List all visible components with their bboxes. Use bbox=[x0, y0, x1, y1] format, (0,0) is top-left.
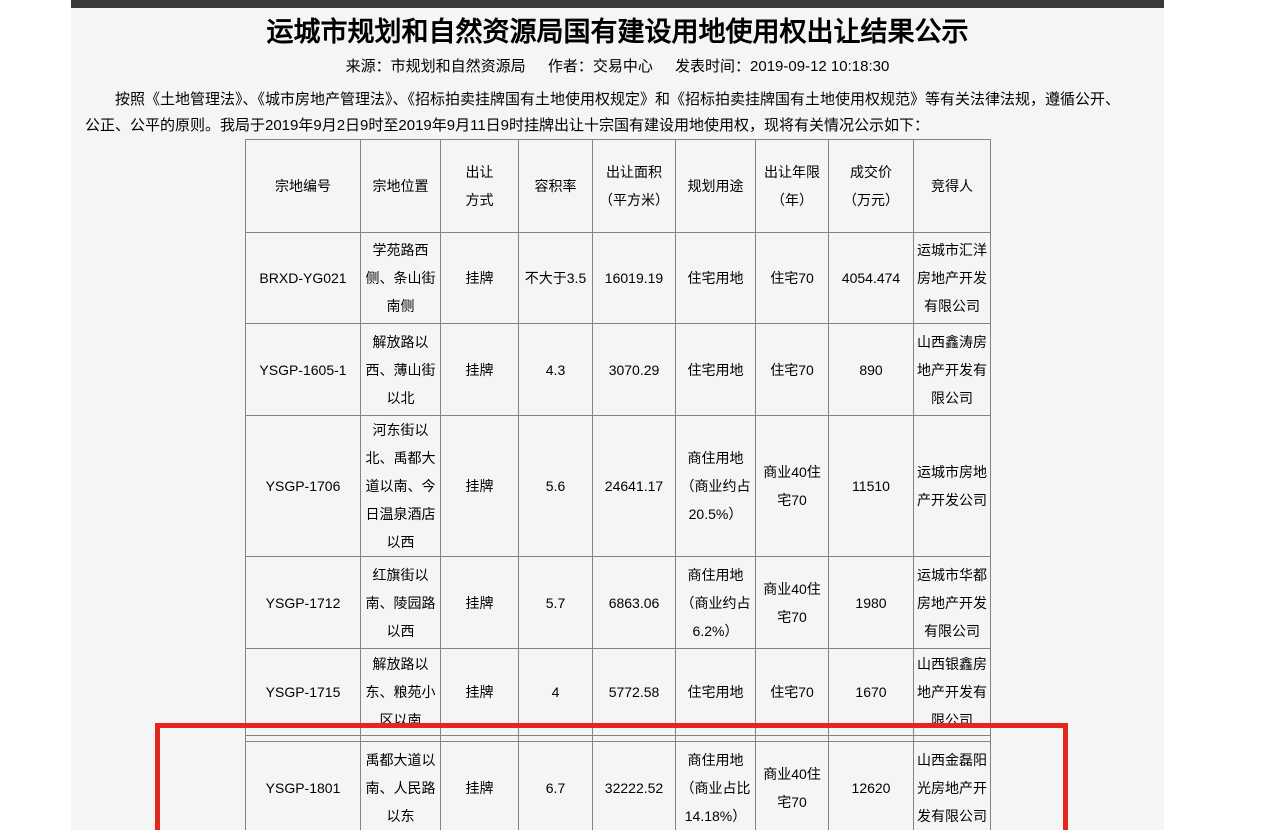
cell-area: 6863.06 bbox=[592, 556, 676, 649]
cell-term: 商业40住宅70 bbox=[755, 415, 829, 557]
cell-winner: 运城市华都房地产开发有限公司 bbox=[913, 556, 991, 649]
cell-parcel-id: YSGP-1715 bbox=[245, 648, 361, 736]
cell-term: 住宅70 bbox=[755, 323, 829, 416]
cell-price: 890 bbox=[828, 323, 914, 416]
cell-winner: 运城市房地产开发公司 bbox=[913, 415, 991, 557]
column-header-planned-use: 规划用途 bbox=[675, 139, 756, 233]
column-header-plot-ratio: 容积率 bbox=[518, 139, 593, 233]
cell-winner: 山西金磊阳光房地产开发有限公司 bbox=[913, 741, 991, 830]
table-row: YSGP-1715 解放路以东、粮苑小区以南 挂牌 4 5772.58 住宅用地… bbox=[245, 648, 991, 736]
cell-price: 11510 bbox=[828, 415, 914, 557]
page-title: 运城市规划和自然资源局国有建设用地使用权出让结果公示 bbox=[266, 17, 969, 47]
cell-parcel-id: YSGP-1712 bbox=[245, 556, 361, 649]
column-header-area: 出让面积 （平方米） bbox=[592, 139, 676, 233]
cell-method: 挂牌 bbox=[440, 232, 519, 324]
cell-method: 挂牌 bbox=[440, 741, 519, 830]
cell-location: 解放路以东、粮苑小区以南 bbox=[360, 648, 441, 736]
cell-method: 挂牌 bbox=[440, 556, 519, 649]
column-header-term: 出让年限 （年） bbox=[755, 139, 829, 233]
cell-term: 商业40住宅70 bbox=[755, 741, 829, 830]
cell-price: 12620 bbox=[828, 741, 914, 830]
cell-planned-use: 住宅用地 bbox=[675, 648, 756, 736]
cell-area: 3070.29 bbox=[592, 323, 676, 416]
cell-price: 1670 bbox=[828, 648, 914, 736]
notice-content-area: 运城市规划和自然资源局国有建设用地使用权出让结果公示 来源：市规划和自然资源局 … bbox=[71, 0, 1164, 830]
column-header-price: 成交价 （万元） bbox=[828, 139, 914, 233]
cell-plot-ratio: 5.6 bbox=[518, 415, 593, 557]
cell-parcel-id: BRXD-YG021 bbox=[245, 232, 361, 324]
cell-price: 1980 bbox=[828, 556, 914, 649]
cell-method: 挂牌 bbox=[440, 323, 519, 416]
meta-author: 作者：交易中心 bbox=[547, 58, 653, 75]
cell-planned-use: 商住用地（商业约占6.2%） bbox=[675, 556, 756, 649]
cell-location: 红旗街以南、陵园路以西 bbox=[360, 556, 441, 649]
cell-winner: 运城市汇洋房地产开发有限公司 bbox=[913, 232, 991, 324]
cell-planned-use: 商住用地（商业约占20.5%） bbox=[675, 415, 756, 557]
cell-location: 河东街以北、禹都大道以南、今日温泉酒店以西 bbox=[360, 415, 441, 557]
cell-method: 挂牌 bbox=[440, 648, 519, 736]
cell-planned-use: 商住用地（商业占比14.18%） bbox=[675, 741, 756, 830]
cell-term: 商业40住宅70 bbox=[755, 556, 829, 649]
table-header-row: 宗地编号 宗地位置 出让 方式 容积率 出让面积 （平方米） 规划用途 出让年限… bbox=[245, 139, 991, 233]
cell-plot-ratio: 4.3 bbox=[518, 323, 593, 416]
table-row: YSGP-1706 河东街以北、禹都大道以南、今日温泉酒店以西 挂牌 5.6 2… bbox=[245, 415, 991, 557]
column-header-winner: 竞得人 bbox=[913, 139, 991, 233]
meta-line: 来源：市规划和自然资源局 作者：交易中心 发表时间：2019-09-12 10:… bbox=[71, 59, 1164, 75]
cell-planned-use: 住宅用地 bbox=[675, 232, 756, 324]
cell-plot-ratio: 6.7 bbox=[518, 741, 593, 830]
table-row-highlighted: YSGP-1801 禹都大道以南、人民路以东 挂牌 6.7 32222.52 商… bbox=[245, 741, 991, 830]
cell-parcel-id: YSGP-1605-1 bbox=[245, 323, 361, 416]
cell-term: 住宅70 bbox=[755, 232, 829, 324]
cell-plot-ratio: 4 bbox=[518, 648, 593, 736]
meta-source: 来源：市规划和自然资源局 bbox=[345, 58, 526, 75]
cell-winner: 山西银鑫房地产开发有限公司 bbox=[913, 648, 991, 736]
cell-parcel-id: YSGP-1706 bbox=[245, 415, 361, 557]
cell-term: 住宅70 bbox=[755, 648, 829, 736]
cell-parcel-id: YSGP-1801 bbox=[245, 741, 361, 830]
cell-planned-use: 住宅用地 bbox=[675, 323, 756, 416]
cell-location: 学苑路西侧、条山街南侧 bbox=[360, 232, 441, 324]
meta-publish-time: 发表时间：2019-09-12 10:18:30 bbox=[675, 58, 890, 75]
notice-paragraph: 按照《土地管理法》、《城市房地产管理法》、《招标拍卖挂牌国有土地使用权规定》和《… bbox=[85, 91, 1121, 134]
cell-area: 16019.19 bbox=[592, 232, 676, 324]
cell-price: 4054.474 bbox=[828, 232, 914, 324]
top-border-bar bbox=[71, 0, 1164, 8]
cell-plot-ratio: 5.7 bbox=[518, 556, 593, 649]
column-header-parcel-id: 宗地编号 bbox=[245, 139, 361, 233]
cell-winner: 山西鑫涛房地产开发有限公司 bbox=[913, 323, 991, 416]
column-header-location: 宗地位置 bbox=[360, 139, 441, 233]
cell-method: 挂牌 bbox=[440, 415, 519, 557]
cell-location: 解放路以西、薄山街以北 bbox=[360, 323, 441, 416]
cell-plot-ratio: 不大于3.5 bbox=[518, 232, 593, 324]
table-row: BRXD-YG021 学苑路西侧、条山街南侧 挂牌 不大于3.5 16019.1… bbox=[245, 232, 991, 324]
cell-location: 禹都大道以南、人民路以东 bbox=[360, 741, 441, 830]
land-transfer-table: 宗地编号 宗地位置 出让 方式 容积率 出让面积 （平方米） 规划用途 出让年限… bbox=[245, 139, 991, 830]
table-row: YSGP-1605-1 解放路以西、薄山街以北 挂牌 4.3 3070.29 住… bbox=[245, 323, 991, 416]
table-row: YSGP-1712 红旗街以南、陵园路以西 挂牌 5.7 6863.06 商住用… bbox=[245, 556, 991, 649]
column-header-method: 出让 方式 bbox=[440, 139, 519, 233]
cell-area: 32222.52 bbox=[592, 741, 676, 830]
cell-area: 5772.58 bbox=[592, 648, 676, 736]
cell-area: 24641.17 bbox=[592, 415, 676, 557]
